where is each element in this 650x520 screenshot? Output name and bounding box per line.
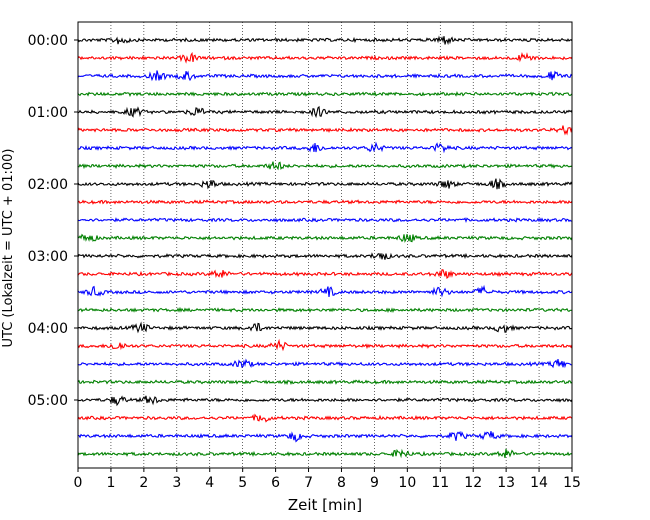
trace-row-0000	[77, 35, 573, 46]
trace-row-0145	[77, 161, 573, 171]
y-axis-label: UTC (Lokalzeit = UTC + 01:00)	[1, 149, 16, 348]
trace-row-0530	[77, 430, 573, 443]
trace-row-0230	[77, 217, 573, 224]
trace-row-0130	[77, 141, 573, 154]
y-tick-label: 00:00	[28, 33, 68, 49]
y-tick-label: 04:00	[28, 321, 68, 337]
x-tick-label: 14	[530, 475, 548, 491]
trace-row-0500	[77, 395, 573, 407]
trace-row-0030	[77, 70, 573, 82]
x-tick-label: 11	[431, 475, 449, 491]
trace-row-0345	[77, 306, 573, 313]
x-tick-label: 2	[139, 475, 148, 491]
trace-row-0100	[77, 105, 573, 119]
y-tick-label: 05:00	[28, 393, 68, 409]
x-axis-label: Zeit [min]	[288, 496, 362, 514]
y-tick-label: 01:00	[28, 105, 68, 121]
x-tick-label: 6	[271, 475, 280, 491]
trace-row-0045	[77, 90, 573, 97]
x-tick-label: 15	[563, 475, 581, 491]
x-tick-label: 13	[497, 475, 515, 491]
trace-row-0415	[77, 338, 573, 352]
x-tick-label: 9	[370, 475, 379, 491]
x-tick-label: 12	[464, 475, 482, 491]
trace-row-0515	[77, 413, 573, 423]
trace-row-0430	[77, 358, 573, 369]
seismic-traces	[77, 35, 573, 459]
x-tick-label: 3	[172, 475, 181, 491]
x-tick-label: 1	[106, 475, 115, 491]
y-tick-label: 02:00	[28, 177, 68, 193]
trace-row-0330	[77, 284, 573, 298]
trace-row-0315	[77, 269, 573, 280]
trace-row-0300	[77, 252, 573, 260]
x-tick-label: 4	[205, 475, 214, 491]
trace-row-0215	[77, 199, 573, 205]
trace-row-0445	[77, 379, 573, 386]
trace-row-0200	[77, 178, 573, 190]
x-axis-ticks: 0 1 2 3 4 5 6 7 8 9 10 11 12 13 14 15	[74, 468, 581, 491]
x-tick-label: 0	[74, 475, 83, 491]
trace-row-0545	[77, 448, 573, 459]
y-axis-ticks: 00:00 01:00 02:00 03:00 04:00 05:00	[28, 33, 78, 409]
x-tick-label: 8	[337, 475, 346, 491]
y-tick-label: 03:00	[28, 249, 68, 265]
trace-row-0115	[77, 125, 573, 136]
plot-area	[78, 22, 572, 468]
trace-row-0245	[77, 233, 573, 243]
trace-row-0400	[77, 321, 573, 334]
x-tick-label: 10	[398, 475, 416, 491]
plot-frame	[77, 21, 573, 469]
x-tick-label: 5	[238, 475, 247, 491]
minute-grid	[110, 22, 540, 468]
x-tick-label: 7	[304, 475, 313, 491]
trace-row-0015	[77, 51, 573, 64]
